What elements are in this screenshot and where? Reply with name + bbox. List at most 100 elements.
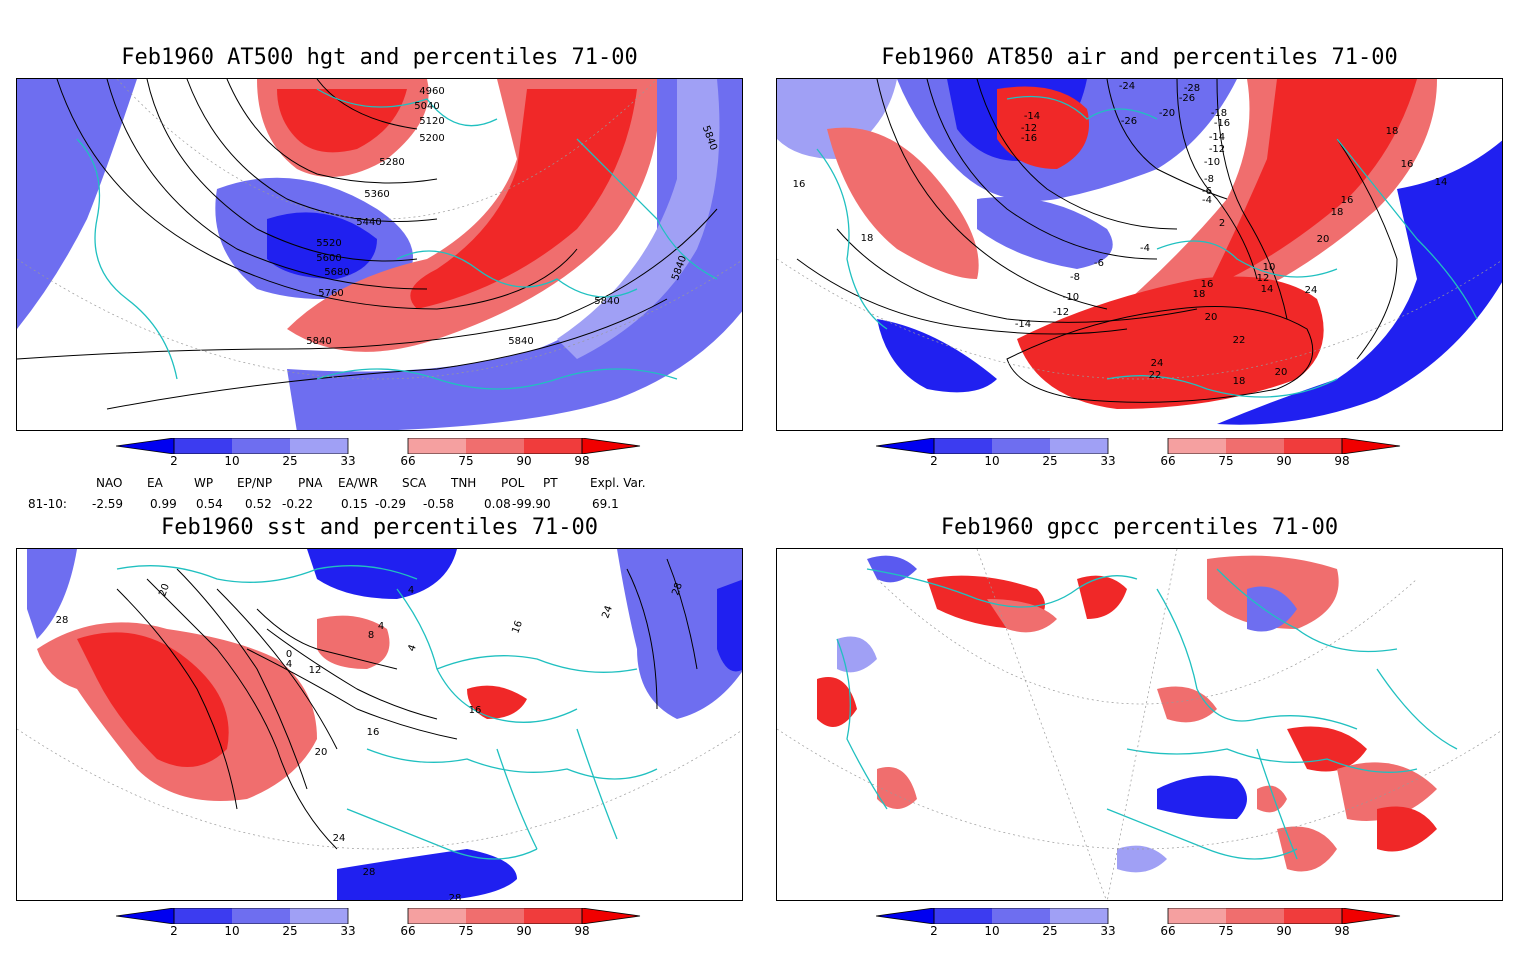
colorbar-swatch [1050, 438, 1108, 454]
contour-label: 5120 [419, 116, 444, 127]
gpcc-red-patch-north3 [987, 599, 1057, 633]
contour-label: 16 [367, 727, 380, 738]
colorbar-swatch [934, 908, 992, 924]
gpcc-red-patch-east [1287, 726, 1367, 772]
panel-title-gpcc: Feb1960 gpcc percentiles 71-00 [940, 515, 1339, 540]
contour-label: 5520 [316, 238, 341, 249]
air-red-anomaly-south [1017, 276, 1324, 409]
colorbar-label: 2 [930, 924, 938, 938]
sst-gridlines [17, 728, 742, 850]
gpcc-red-patch-east2 [1337, 762, 1437, 821]
colorbar-swatch [876, 438, 934, 454]
contour-label: 28 [56, 615, 69, 626]
contour-label: 4 [378, 621, 384, 632]
colorbar-label: 98 [1334, 924, 1350, 938]
contour-label: 20 [157, 582, 172, 598]
colorbar-swatch [116, 438, 174, 454]
colorbar-hgt-svg [115, 437, 641, 455]
index-header: EA/WR [338, 476, 379, 490]
contour-label: -4 [1202, 195, 1212, 206]
contour-label: 22 [1233, 335, 1246, 346]
contour-label: -6 [1094, 258, 1104, 269]
sst-red-anomaly-west-core [77, 632, 229, 767]
gpcc-coastlines [836, 568, 1458, 860]
map-panel-hgt: 4960 5040 5120 5200 5280 5360 5440 5520 … [16, 78, 743, 431]
colorbar-swatch [408, 438, 466, 454]
contour-label: 4 [406, 643, 419, 653]
colorbar-swatch [582, 438, 640, 454]
contour-label: 4 [408, 585, 414, 596]
contour-label: -10 [1204, 157, 1220, 168]
index-header: TNH [451, 476, 477, 490]
colorbar-gpcc: 2 10 25 33 66 75 90 98 [875, 907, 1406, 958]
contour-label: 5440 [356, 217, 381, 228]
sst-red-anomaly-northatlantic [317, 615, 390, 669]
colorbar-swatch [232, 908, 290, 924]
contour-label: -14 [1209, 132, 1225, 143]
contour-label: 8 [368, 630, 374, 641]
colorbar-label: 2 [170, 924, 178, 938]
colorbar-label: 25 [1042, 454, 1058, 468]
contour-label: 5200 [419, 133, 444, 144]
sst-coastlines [116, 565, 658, 860]
colorbar-label: 90 [1276, 454, 1292, 468]
colorbar-label: 66 [400, 924, 416, 938]
gpcc-gridlines [777, 549, 1502, 900]
contour-label: -12 [1053, 307, 1069, 318]
colorbar-air-svg [875, 437, 1401, 455]
colorbar-swatch [232, 438, 290, 454]
hgt-red-anomaly-east-core [410, 89, 637, 309]
hgt-blue-anomaly-east-light [557, 79, 720, 359]
contour-label: 5840 [306, 336, 331, 347]
air-red-anomaly-greenland [997, 86, 1089, 169]
contour-label: 28 [363, 867, 376, 878]
hgt-contours [17, 79, 718, 410]
colorbar-label: 33 [340, 454, 356, 468]
contour-label: 5040 [414, 101, 439, 112]
colorbar-swatch [348, 438, 408, 454]
index-header: POL [501, 476, 525, 490]
contour-label: 12 [1257, 273, 1270, 284]
colorbar-swatch [1226, 908, 1284, 924]
hgt-blue-anomaly-west [17, 79, 137, 329]
colorbar-label: 33 [1100, 924, 1116, 938]
air-blue-anomaly-west [777, 79, 897, 159]
gpcc-blank-corner-left [777, 749, 952, 900]
contour-label: -8 [1070, 272, 1080, 283]
colorbar-swatch [876, 908, 934, 924]
hgt-map-svg: 4960 5040 5120 5200 5280 5360 5440 5520 … [17, 79, 742, 430]
contour-label: -14 [1024, 111, 1040, 122]
contour-label: 24 [1305, 285, 1318, 296]
colorbar-swatch [1342, 908, 1400, 924]
colorbar-label: 98 [574, 454, 590, 468]
contour-label: 28 [670, 581, 685, 597]
colorbar-label: 25 [1042, 924, 1058, 938]
sst-blank-corner-left [17, 749, 172, 900]
colorbar-swatch [524, 908, 582, 924]
gpcc-red-patch-europe [1157, 686, 1217, 723]
gpcc-red-patch-west2 [877, 767, 917, 809]
sst-red-anomaly-med [467, 685, 527, 719]
contour-label: -26 [1179, 93, 1195, 104]
contour-label: -28 [1184, 83, 1200, 94]
colorbar-gpcc-svg [875, 907, 1401, 925]
contour-label: 5280 [379, 157, 404, 168]
colorbar-label: 66 [1160, 454, 1176, 468]
contour-label: 5600 [316, 253, 341, 264]
colorbar-label: 2 [930, 454, 938, 468]
index-value: -0.58 [423, 497, 455, 511]
air-blank-corner-left [777, 279, 952, 430]
colorbar-swatch [1168, 438, 1226, 454]
contour-label: 18 [1331, 207, 1344, 218]
colorbar-swatch [934, 438, 992, 454]
contour-label: 20 [1317, 234, 1330, 245]
colorbar-label: 75 [458, 454, 474, 468]
contour-label: -8 [1204, 174, 1214, 185]
colorbar-swatch [524, 438, 582, 454]
colorbar-label: 33 [1100, 454, 1116, 468]
index-header: PT [543, 476, 558, 490]
colorbar-label: 98 [574, 924, 590, 938]
colorbar-label: 10 [224, 454, 240, 468]
colorbar-swatch [290, 908, 348, 924]
colorbar-swatch [408, 908, 466, 924]
